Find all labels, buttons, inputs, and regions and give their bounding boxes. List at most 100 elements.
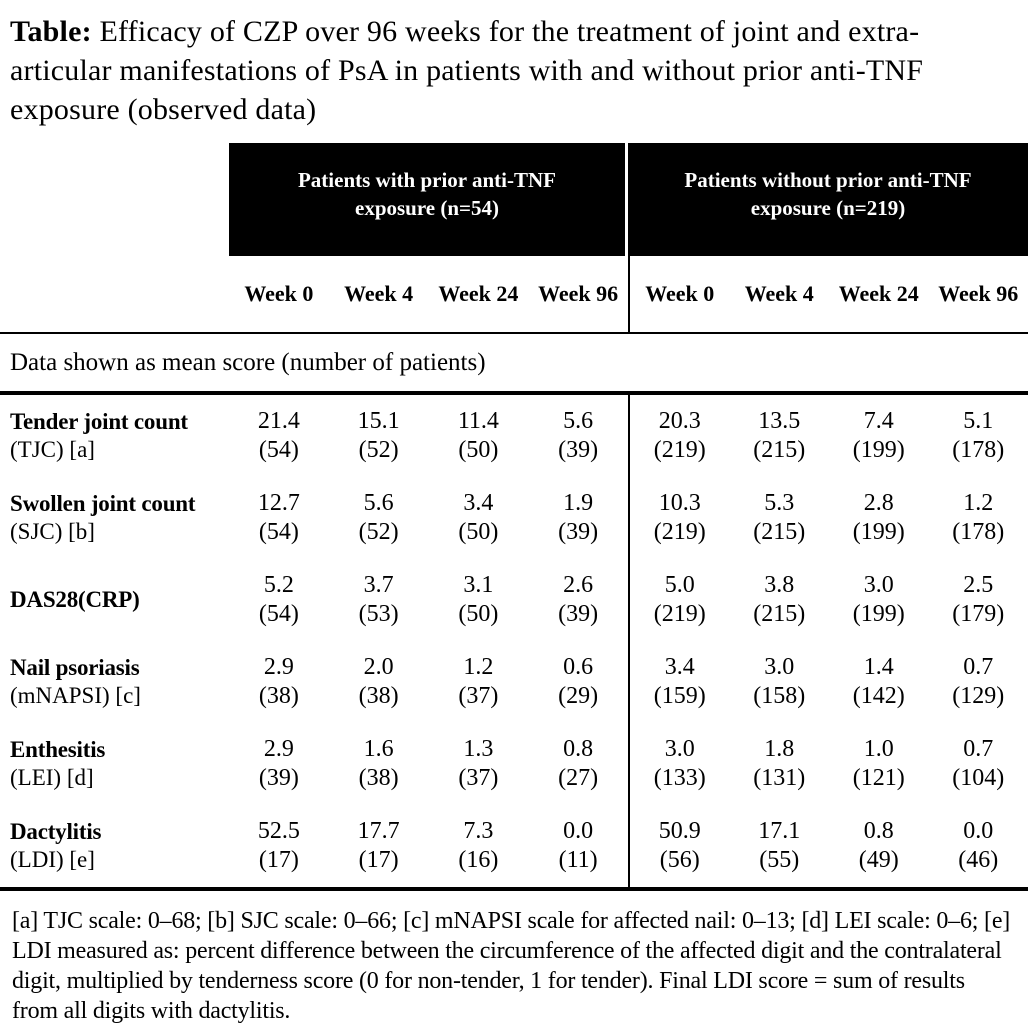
row-sublabel: (mNAPSI) [c]	[10, 683, 141, 708]
mean-value: 10.3	[658, 490, 701, 516]
horizontal-rule-thin	[0, 332, 1028, 334]
mean-value: 20.3	[658, 408, 701, 434]
data-cell: 3.1 (50)	[429, 571, 529, 629]
caption-prefix: Table:	[10, 15, 92, 48]
patient-count: (121)	[852, 765, 905, 791]
mean-value: 50.9	[658, 818, 701, 844]
data-cell: 1.3 (37)	[429, 735, 529, 793]
patient-count: (104)	[952, 765, 1005, 791]
mean-value: 0.0	[963, 818, 994, 844]
row-values-group-2: 50.9 (56) 17.1 (55) 0.8 (49) 0.0 (46)	[628, 805, 1028, 887]
mean-value: 2.9	[263, 654, 294, 680]
mean-value: 5.6	[563, 408, 594, 434]
row-label: Tender joint count	[10, 409, 188, 434]
data-cell: 50.9 (56)	[630, 817, 730, 875]
mean-value: 21.4	[257, 408, 300, 434]
data-cell: 7.4 (199)	[829, 407, 929, 465]
mean-value: 5.0	[664, 572, 695, 598]
patient-count: (199)	[852, 437, 905, 463]
patient-count: (215)	[753, 437, 806, 463]
mean-value: 1.0	[863, 736, 894, 762]
patient-count: (159)	[653, 683, 706, 709]
patient-count: (158)	[753, 683, 806, 709]
row-values-group-2: 10.3 (219) 5.3 (215) 2.8 (199) 1.2 (178)	[628, 477, 1028, 559]
mean-value: 5.1	[963, 408, 994, 434]
label-column-spacer	[0, 143, 229, 256]
patient-count: (129)	[952, 683, 1005, 709]
mean-value: 3.0	[764, 654, 795, 680]
mean-value: 2.6	[563, 572, 594, 598]
data-cell: 0.6 (29)	[528, 653, 628, 711]
row-label: Swollen joint count	[10, 491, 196, 516]
patient-count: (50)	[458, 519, 499, 545]
data-cell: 2.9 (38)	[229, 653, 329, 711]
row-values-group-1: 5.2 (54) 3.7 (53) 3.1 (50) 2.6 (39)	[229, 559, 628, 641]
patient-count: (219)	[653, 519, 706, 545]
data-cell: 1.4 (142)	[829, 653, 929, 711]
group-header-with-anti-tnf: Patients with prior anti-TNF exposure (n…	[229, 143, 628, 256]
data-cell: 1.2 (178)	[929, 489, 1028, 547]
patient-count: (54)	[258, 437, 299, 463]
row-sublabel: (LDI) [e]	[10, 847, 95, 872]
mean-value: 17.1	[758, 818, 801, 844]
data-cell: 2.9 (39)	[229, 735, 329, 793]
patient-count: (17)	[358, 847, 399, 873]
patient-count: (16)	[458, 847, 499, 873]
data-cell: 0.8 (49)	[829, 817, 929, 875]
mean-value: 52.5	[257, 818, 300, 844]
patient-count: (39)	[258, 765, 299, 791]
data-cell: 3.8 (215)	[730, 571, 830, 629]
week-header: Week 24	[838, 281, 919, 306]
column-group-header-band: Patients with prior anti-TNF exposure (n…	[0, 143, 1028, 256]
patient-count: (133)	[653, 765, 706, 791]
table-row: Nail psoriasis (mNAPSI) [c] 2.9 (38) 2.0 (3…	[0, 641, 1028, 723]
data-cell: 1.6 (38)	[329, 735, 429, 793]
row-sublabel: (LEI) [d]	[10, 765, 94, 790]
mean-value: 3.8	[764, 572, 795, 598]
data-cell: 13.5 (215)	[730, 407, 830, 465]
patient-count: (39)	[558, 601, 599, 627]
patient-count: (11)	[558, 847, 598, 873]
row-values-group-1: 2.9 (39) 1.6 (38) 1.3 (37) 0.8 (27)	[229, 723, 628, 805]
row-sublabel: (SJC) [b]	[10, 519, 95, 544]
data-cell: 0.7 (129)	[929, 653, 1028, 711]
patient-count: (27)	[558, 765, 599, 791]
group-header-without-anti-tnf: Patients without prior anti-TNF exposure…	[628, 143, 1028, 256]
patient-count: (142)	[852, 683, 905, 709]
mean-value: 1.4	[863, 654, 894, 680]
data-cell: 15.1 (52)	[329, 407, 429, 465]
row-label: Enthesitis	[10, 737, 106, 762]
row-values-group-1: 52.5 (17) 17.7 (17) 7.3 (16) 0.0 (11)	[229, 805, 628, 887]
patient-count: (37)	[458, 683, 499, 709]
data-cell: 3.4 (50)	[429, 489, 529, 547]
patient-count: (178)	[952, 519, 1005, 545]
row-label: DAS28(CRP)	[10, 587, 140, 612]
mean-value: 12.7	[257, 490, 300, 516]
data-cell: 7.3 (16)	[429, 817, 529, 875]
mean-value: 3.4	[664, 654, 695, 680]
patient-count: (38)	[358, 683, 399, 709]
mean-value: 3.0	[664, 736, 695, 762]
patient-count: (219)	[653, 437, 706, 463]
data-cell: 0.7 (104)	[929, 735, 1028, 793]
mean-value: 2.9	[263, 736, 294, 762]
table-row: Dactylitis (LDI) [e] 52.5 (17) 17.7 (17) 7.3…	[0, 805, 1028, 887]
patient-count: (52)	[358, 519, 399, 545]
mean-value: 1.2	[463, 654, 494, 680]
table-caption: Table: Efficacy of CZP over 96 weeks for…	[0, 0, 980, 129]
data-cell: 12.7 (54)	[229, 489, 329, 547]
data-note: Data shown as mean score (number of pati…	[10, 348, 486, 376]
mean-value: 15.1	[357, 408, 400, 434]
data-cell: 3.0 (133)	[630, 735, 730, 793]
patient-count: (54)	[258, 601, 299, 627]
mean-value: 7.4	[863, 408, 894, 434]
mean-value: 5.6	[363, 490, 394, 516]
mean-value: 1.8	[764, 736, 795, 762]
horizontal-rule-thick	[0, 887, 1028, 891]
data-cell: 2.8 (199)	[829, 489, 929, 547]
data-cell: 10.3 (219)	[630, 489, 730, 547]
mean-value: 3.1	[463, 572, 494, 598]
mean-value: 0.7	[963, 736, 994, 762]
week-header: Week 96	[538, 281, 619, 306]
data-cell: 0.0 (46)	[929, 817, 1028, 875]
